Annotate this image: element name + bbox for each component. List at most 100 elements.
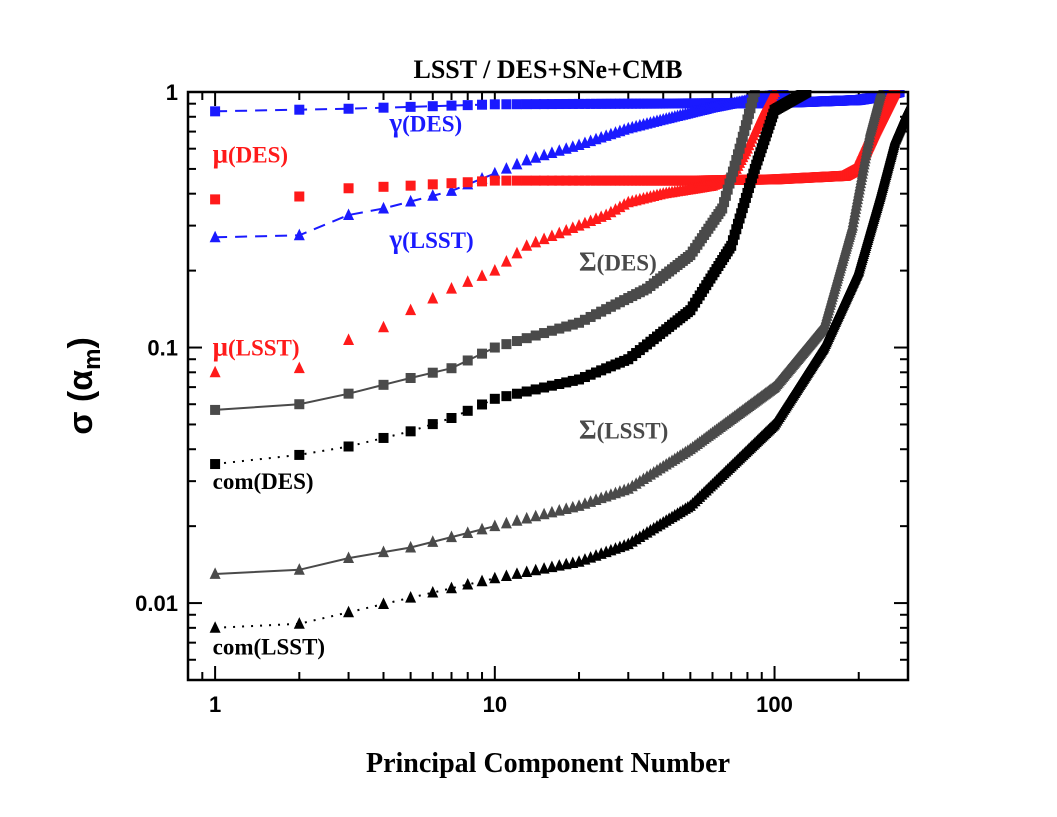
series-Σ(LSST): [209, 90, 887, 579]
data-point: [717, 203, 728, 214]
data-point: [210, 404, 221, 415]
data-point: [427, 585, 439, 598]
data-point: [530, 384, 541, 395]
data-point: [378, 379, 389, 390]
data-point: [736, 137, 747, 148]
data-point: [343, 441, 354, 452]
data-point: [591, 175, 602, 186]
data-point: [343, 103, 354, 114]
data-point: [736, 208, 747, 219]
data-point: [343, 183, 354, 194]
data-point: [574, 175, 585, 186]
data-point: [530, 563, 542, 576]
data-point: [743, 108, 754, 119]
data-point: [742, 114, 753, 125]
data-point: [567, 98, 578, 109]
data-point: [720, 190, 731, 201]
data-point: [801, 90, 812, 97]
data-point: [462, 577, 474, 590]
y-axis-label-main: σ (α: [62, 370, 100, 435]
data-point: [405, 180, 416, 191]
data-point: [746, 97, 757, 108]
data-point: [511, 567, 523, 579]
annotation-text: (LSST): [597, 419, 669, 444]
data-point: [477, 176, 488, 187]
data-point: [405, 591, 417, 603]
data-point: [477, 348, 488, 359]
data-point: [579, 98, 590, 109]
data-point: [511, 388, 522, 399]
data-point: [521, 565, 533, 578]
data-point: [591, 98, 602, 109]
data-point: [561, 321, 572, 332]
data-point: [294, 399, 305, 410]
data-point: [554, 175, 565, 186]
data-point: [561, 175, 572, 186]
data-point: [462, 177, 473, 188]
data-point: [734, 143, 745, 154]
plot-frame: [186, 90, 910, 682]
data-point: [521, 333, 532, 344]
data-point: [731, 224, 742, 235]
data-point: [729, 229, 740, 240]
y-tick-label: 0.01: [135, 591, 178, 616]
data-point: [405, 426, 416, 437]
data-point: [405, 372, 416, 383]
series-annotation: com(LSST): [213, 634, 325, 659]
data-point: [561, 377, 572, 388]
data-point: [405, 101, 416, 112]
data-point: [890, 90, 901, 97]
data-point: [538, 232, 550, 245]
data-point: [902, 103, 908, 115]
data-point: [446, 178, 457, 189]
data-point: [739, 125, 750, 136]
annotation-symbol: γ: [388, 108, 402, 138]
annotation-text: (DES): [402, 112, 462, 137]
data-point: [477, 99, 488, 110]
data-point: [530, 151, 542, 163]
series-line: [214, 397, 496, 465]
data-point: [293, 361, 305, 374]
series-annotation: γ(DES): [388, 108, 462, 138]
data-point: [567, 319, 578, 330]
data-point: [378, 102, 389, 113]
data-point: [209, 230, 221, 243]
data-point: [378, 432, 389, 443]
data-point: [585, 98, 596, 109]
data-point: [462, 100, 473, 111]
data-point: [538, 148, 550, 161]
data-point: [546, 175, 557, 186]
series-line: [215, 103, 495, 113]
data-point: [427, 535, 439, 547]
data-point: [489, 264, 501, 276]
data-point: [476, 522, 488, 535]
data-point: [567, 175, 578, 186]
data-point: [574, 98, 585, 109]
data-point: [210, 194, 221, 205]
data-point: [445, 282, 457, 294]
series-annotation: μ(DES): [213, 138, 288, 168]
data-point: [591, 367, 602, 378]
data-point: [737, 203, 748, 214]
data-point: [530, 509, 542, 522]
data-point: [521, 175, 532, 186]
y-axis-label-sub: m: [79, 349, 106, 370]
data-point: [489, 99, 500, 110]
data-point: [343, 333, 355, 345]
data-point: [579, 175, 590, 186]
data-point: [210, 459, 221, 470]
data-point: [405, 540, 417, 553]
series-annotation: com(DES): [213, 469, 314, 494]
annotation-symbol: μ: [213, 138, 228, 168]
annotation-text: (LSST): [402, 228, 474, 253]
chart-title: LSST / DES+SNe+CMB: [413, 55, 682, 84]
data-point: [511, 514, 523, 526]
data-point: [561, 98, 572, 109]
data-point: [462, 526, 474, 538]
y-axis-label-close: ): [62, 337, 100, 348]
data-point: [749, 90, 760, 97]
data-point: [511, 246, 523, 259]
data-point: [427, 101, 438, 112]
data-point: [724, 178, 735, 189]
